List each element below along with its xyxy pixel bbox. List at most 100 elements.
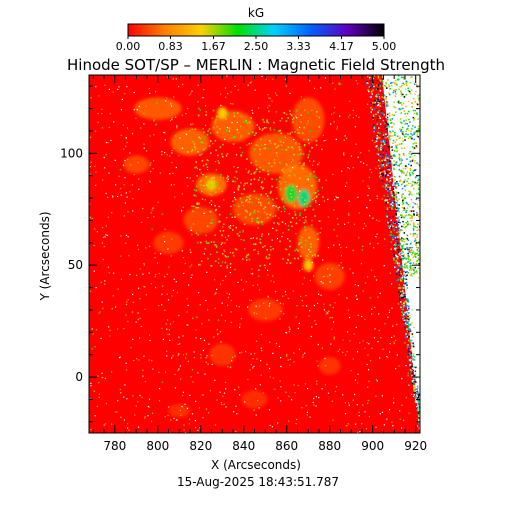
offlimb-pixel	[403, 95, 406, 98]
offlimb-pixel	[408, 258, 410, 260]
limb-pixel	[409, 358, 412, 361]
offlimb-pixel	[402, 220, 404, 223]
limb-pixel	[370, 107, 372, 109]
limb-pixel	[391, 181, 393, 184]
speckle	[287, 259, 289, 262]
speckle	[224, 236, 227, 238]
speckle	[384, 238, 386, 240]
speckle	[344, 135, 346, 137]
speckle	[244, 248, 246, 250]
limb-pixel	[389, 162, 392, 164]
speckle	[240, 318, 243, 320]
limb-pixel	[413, 385, 415, 387]
speckle	[277, 209, 279, 211]
limb-pixel	[376, 94, 378, 96]
speckle	[285, 85, 287, 87]
offlimb-pixel	[396, 144, 399, 146]
speckle	[194, 166, 196, 169]
speckle	[143, 143, 145, 145]
offlimb-pixel	[408, 90, 411, 93]
limb-pixel	[403, 275, 405, 277]
speckle	[262, 118, 264, 121]
offlimb-pixel	[418, 229, 420, 231]
limb-pixel	[400, 280, 403, 282]
speckle	[302, 356, 304, 358]
speckle	[299, 148, 301, 151]
offlimb-pixel	[414, 253, 417, 256]
speckle	[255, 414, 257, 416]
noise-speckles	[89, 75, 420, 433]
speckle	[414, 334, 416, 336]
offlimb-pixel	[415, 270, 418, 272]
limb-pixel	[371, 84, 373, 86]
speckle	[265, 78, 267, 80]
speckle	[272, 215, 274, 217]
speckle	[112, 295, 114, 297]
speckle	[260, 360, 262, 362]
limb-pixel	[389, 135, 391, 137]
offlimb-pixel	[405, 201, 408, 204]
offlimb-pixel	[410, 265, 412, 267]
field-feature-plage-left	[206, 178, 217, 191]
limb-pixel	[391, 157, 393, 160]
speckle	[113, 121, 115, 123]
limb-pixel	[377, 75, 380, 78]
offlimb-pixel	[409, 81, 411, 84]
speckle	[338, 244, 340, 246]
limb-pixel	[414, 385, 417, 388]
speckle	[185, 113, 187, 115]
speckle	[232, 356, 234, 358]
offlimb-pixel	[416, 86, 419, 88]
offlimb-pixel	[414, 169, 417, 171]
speckle	[227, 235, 230, 237]
speckle	[206, 180, 208, 182]
speckle	[331, 268, 333, 270]
speckle	[274, 92, 277, 94]
offlimb-pixel	[398, 184, 400, 187]
speckle	[375, 167, 377, 169]
limb-pixel	[369, 86, 372, 89]
limb-pixel	[385, 91, 388, 93]
offlimb-pixel	[394, 179, 396, 181]
speckle	[403, 149, 405, 151]
limb-pixel	[391, 149, 394, 151]
limb-pixel	[417, 398, 419, 400]
speckle	[223, 392, 226, 394]
speckle	[291, 399, 293, 401]
speckle	[314, 201, 317, 204]
speckle	[143, 123, 145, 125]
speckle	[415, 329, 417, 331]
limb-pixel	[415, 407, 418, 409]
limb-pixel	[384, 199, 387, 201]
offlimb-pixel	[415, 198, 418, 201]
speckle	[225, 96, 227, 98]
speckle	[237, 187, 239, 189]
speckle	[340, 83, 342, 85]
speckle	[304, 352, 306, 354]
speckle	[204, 373, 206, 375]
speckle	[414, 279, 416, 281]
offlimb-pixel	[417, 136, 419, 138]
limb-pixel	[403, 313, 405, 316]
speckle	[362, 404, 364, 406]
limb-pixel	[401, 311, 403, 313]
speckle	[239, 231, 241, 233]
offlimb-pixel	[405, 130, 407, 133]
offlimb-pixel	[402, 82, 404, 85]
y-tick-label: 0	[75, 370, 83, 384]
speckle	[142, 207, 144, 210]
speckle	[309, 160, 311, 162]
limb-pixel	[369, 78, 371, 80]
speckle	[255, 132, 257, 134]
speckle	[308, 142, 310, 145]
speckle	[395, 368, 397, 370]
limb-pixel	[398, 253, 400, 255]
limb-pixel	[411, 380, 414, 382]
speckle	[290, 161, 293, 163]
offlimb-pixel	[412, 98, 415, 100]
limb-pixel	[396, 207, 398, 210]
limb-pixel	[386, 179, 388, 182]
speckle	[175, 419, 178, 421]
offlimb-pixel	[400, 90, 402, 92]
speckle	[259, 384, 261, 386]
